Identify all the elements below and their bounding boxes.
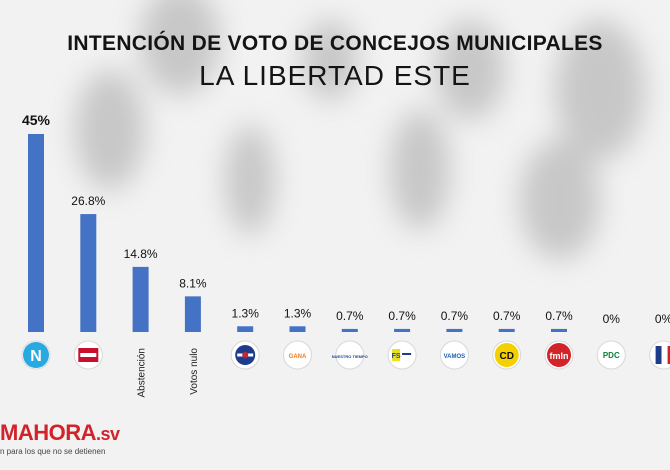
data-label: 1.3% <box>232 306 260 320</box>
brand-logo-text: MAHORA <box>0 420 97 445</box>
data-label: 14.8% <box>124 247 158 261</box>
chart-subtitle: LA LIBERTAD ESTE <box>199 60 471 91</box>
arena-logo-icon <box>230 340 260 370</box>
gana-logo-icon: GANA <box>283 340 312 370</box>
brand-tagline: n para los que no se detienen <box>0 447 106 456</box>
cd-logo-icon: CD <box>492 340 522 370</box>
bar <box>237 326 254 332</box>
category-label: Votos nulo <box>189 348 200 395</box>
bar <box>80 214 97 332</box>
fmln-red-logo-icon: fmln <box>544 340 574 370</box>
data-label: 0.7% <box>336 309 364 323</box>
svg-text:FS: FS <box>392 353 401 360</box>
brand-logo-suffix: .sv <box>96 424 120 444</box>
vamos-logo-icon: VAMOS <box>439 340 469 370</box>
data-label: 0.7% <box>441 309 469 323</box>
bar <box>446 328 463 332</box>
data-label: 0.7% <box>493 309 521 323</box>
bar <box>132 266 149 332</box>
data-label: 1.3% <box>284 306 312 320</box>
bar <box>28 134 44 332</box>
bar <box>341 328 358 332</box>
brand-logo: MAHORA.sv <box>0 420 120 446</box>
svg-text:PDC: PDC <box>603 351 620 360</box>
pcn-logo-icon <box>649 340 670 370</box>
bar <box>289 326 306 332</box>
svg-text:N: N <box>30 348 42 365</box>
chart-title: INTENCIÓN DE VOTO DE CONCEJOS MUNICIPALE… <box>67 32 603 55</box>
data-label: 0% <box>655 312 670 326</box>
n-logo-icon: N <box>21 340 51 370</box>
data-label: 0.7% <box>388 309 416 323</box>
fs-logo-icon: FS <box>387 340 417 370</box>
svg-text:VAMOS: VAMOS <box>444 354 466 360</box>
svg-text:fmln: fmln <box>550 351 569 361</box>
data-label: 0.7% <box>545 309 573 323</box>
bar <box>184 296 201 332</box>
data-label: 8.1% <box>179 276 207 290</box>
pdc-logo-icon: PDC <box>596 340 626 370</box>
data-label: 0% <box>603 312 621 326</box>
bar <box>394 328 411 332</box>
svg-text:GANA: GANA <box>289 354 307 360</box>
data-label: 45% <box>22 112 51 128</box>
nuestro-tiempo-logo-icon: NUESTRO TIEMPO <box>332 340 368 370</box>
svg-text:NUESTRO TIEMPO: NUESTRO TIEMPO <box>332 354 368 359</box>
svg-text:CD: CD <box>499 351 513 362</box>
fmln-logo-icon <box>73 340 103 370</box>
category-label: Abstención <box>137 348 148 397</box>
data-label: 26.8% <box>71 194 105 208</box>
bar <box>498 328 515 332</box>
bar <box>551 328 567 332</box>
